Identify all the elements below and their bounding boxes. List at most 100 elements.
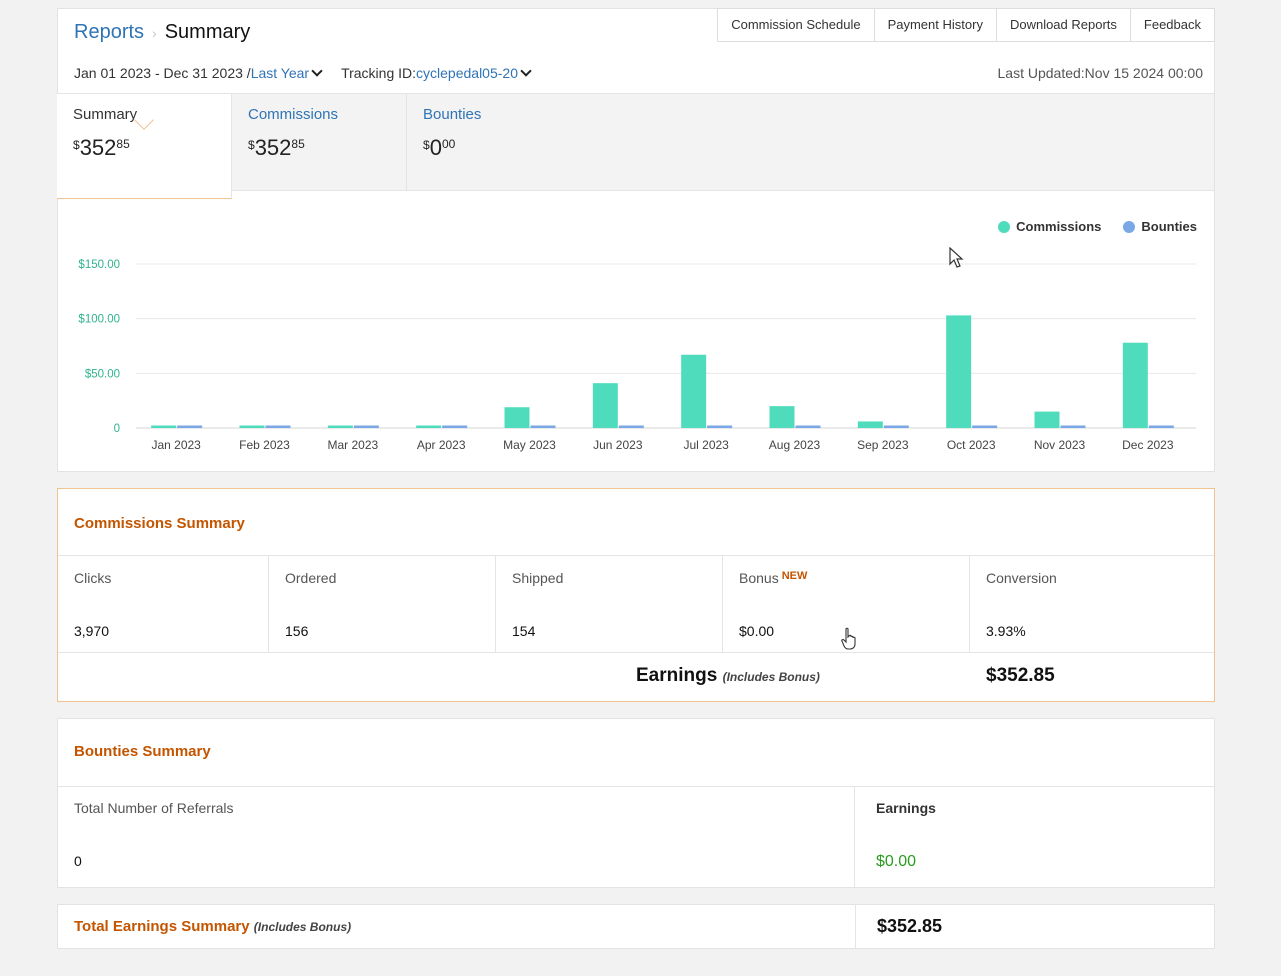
tracking-id-dropdown[interactable]: cyclepedal05-20 <box>416 65 518 81</box>
commissions-summary-title: Commissions Summary <box>74 515 245 532</box>
amount-whole: 352 <box>79 135 117 160</box>
bar-bounties <box>442 425 468 428</box>
tab-bounties[interactable]: Bounties $ 0 00 <box>407 94 582 191</box>
bar-commissions <box>592 383 618 428</box>
metric-bounty-earnings: Earnings $0.00 <box>855 787 1214 888</box>
earnings-value: $352.85 <box>986 665 1055 686</box>
y-tick-label: 0 <box>114 423 120 435</box>
total-earnings-card: Total Earnings Summary (Includes Bonus) … <box>57 904 1215 949</box>
bar-bounties <box>707 425 733 428</box>
legend-dot-icon <box>1123 220 1136 233</box>
x-tick-label: Mar 2023 <box>327 438 378 452</box>
chart-legend: Commissions Bounties <box>976 219 1197 234</box>
metric-label: Total Number of Referrals <box>74 800 234 816</box>
amount-cents: 85 <box>116 137 130 151</box>
metric-value: $0.00 <box>876 853 917 870</box>
reports-summary-card: Reports › Summary Commission Schedule Pa… <box>57 8 1215 472</box>
currency-symbol: $ <box>423 138 430 152</box>
metric-shipped: Shipped 154 <box>496 556 723 653</box>
currency-symbol: $ <box>248 138 255 152</box>
earnings-bar-chart: 0 $50.00 $100.00 $150.00 Jan 2023 Feb 2023 Mar… <box>78 259 1196 452</box>
bar-commissions <box>151 425 177 428</box>
amount-whole: 0 <box>429 135 442 160</box>
bar-commissions <box>504 407 530 428</box>
hand-pointer-icon <box>841 627 856 650</box>
bar-commissions <box>416 425 442 428</box>
metric-conversion: Conversion 3.93% <box>970 556 1214 653</box>
x-tick-label: Dec 2023 <box>1122 438 1174 452</box>
x-tick-label: Nov 2023 <box>1034 438 1086 452</box>
bar-bounties <box>177 425 203 428</box>
bar-bounties <box>795 425 821 428</box>
filter-bar: Jan 01 2023 - Dec 31 2023 / Last Year Tr… <box>74 65 536 81</box>
date-range: Jan 01 2023 - Dec 31 2023 / <box>74 65 251 81</box>
date-preset-dropdown[interactable]: Last Year <box>250 65 310 81</box>
tab-commissions-amount: $ 352 85 <box>248 135 390 161</box>
amount-cents: 00 <box>441 137 456 151</box>
bar-commissions <box>1034 411 1060 428</box>
bar-bounties <box>1060 425 1086 428</box>
amount-whole: 352 <box>254 135 292 160</box>
bar-bounties <box>530 425 556 428</box>
earnings-note: (Includes Bonus) <box>722 670 820 684</box>
legend-commissions[interactable]: Commissions <box>998 219 1101 234</box>
summary-tabs: Summary $ 352 85 Commissions $ 352 85 Bo… <box>57 93 1214 199</box>
download-reports-link[interactable]: Download Reports <box>996 8 1131 42</box>
metric-value: 156 <box>285 623 309 639</box>
metric-label: Earnings <box>876 800 936 816</box>
commissions-summary-card: Commissions Summary Clicks 3,970 Ordered… <box>57 488 1215 702</box>
breadcrumb-reports-link[interactable]: Reports <box>74 21 145 43</box>
tab-bounties-label: Bounties <box>423 106 482 123</box>
tab-summary-label: Summary <box>73 106 138 123</box>
bar-bounties <box>1148 425 1174 428</box>
bar-bounties <box>265 425 291 428</box>
x-tick-label: Jan 2023 <box>151 438 201 452</box>
tab-bounties-amount: $ 0 00 <box>423 135 566 161</box>
metric-bonus: Bonus NEW $0.00 <box>723 556 970 653</box>
legend-bounties[interactable]: Bounties <box>1123 219 1197 234</box>
metric-label: Clicks <box>74 570 112 586</box>
metric-value: 3,970 <box>74 623 110 639</box>
breadcrumb-separator-icon: › <box>152 24 157 41</box>
currency-symbol: $ <box>73 138 80 152</box>
earnings-label: Earnings (Includes Bonus) <box>636 665 820 687</box>
bounties-summary-card: Bounties Summary Total Number of Referra… <box>57 718 1215 888</box>
top-links: Commission Schedule Payment History Down… <box>717 8 1215 42</box>
bounties-summary-title: Bounties Summary <box>74 743 211 760</box>
x-tick-label: Apr 2023 <box>417 438 466 452</box>
bar-commissions <box>769 406 795 428</box>
metric-value: 0 <box>74 853 82 869</box>
x-tick-label: Sep 2023 <box>857 438 909 452</box>
breadcrumb-current: Summary <box>164 21 251 43</box>
commission-schedule-link[interactable]: Commission Schedule <box>717 8 875 42</box>
tab-commissions[interactable]: Commissions $ 352 85 <box>232 94 407 191</box>
tab-summary-amount: $ 352 85 <box>73 135 215 161</box>
legend-dot-icon <box>998 220 1011 233</box>
metric-ordered: Ordered 156 <box>269 556 496 653</box>
x-tick-label: May 2023 <box>503 438 556 452</box>
last-updated: Last Updated:Nov 15 2024 00:00 <box>997 65 1204 81</box>
feedback-link[interactable]: Feedback <box>1130 8 1215 42</box>
metric-label: Conversion <box>986 570 1057 586</box>
total-earnings-value: $352.85 <box>855 905 1214 948</box>
metric-label: Bonus NEW <box>739 570 953 586</box>
y-tick-label: $150.00 <box>78 259 120 271</box>
bar-commissions <box>239 425 265 428</box>
metric-value: 3.93% <box>986 623 1026 639</box>
bar-commissions <box>857 421 883 428</box>
chevron-down-icon[interactable] <box>311 65 323 77</box>
bar-bounties <box>883 425 909 428</box>
chevron-down-icon[interactable] <box>520 65 532 77</box>
bar-commissions <box>681 354 707 428</box>
y-tick-label: $50.00 <box>85 368 120 380</box>
bar-bounties <box>353 425 379 428</box>
x-tick-label: Feb 2023 <box>239 438 290 452</box>
payment-history-link[interactable]: Payment History <box>874 8 997 42</box>
bar-bounties <box>972 425 998 428</box>
x-tick-label: Oct 2023 <box>947 438 996 452</box>
mouse-pointer-icon <box>949 247 964 268</box>
commissions-metrics: Clicks 3,970 Ordered 156 Shipped 154 Bon… <box>58 555 1214 653</box>
bar-commissions <box>1122 342 1148 428</box>
metric-label: Ordered <box>285 570 337 586</box>
metric-label: Shipped <box>512 570 564 586</box>
